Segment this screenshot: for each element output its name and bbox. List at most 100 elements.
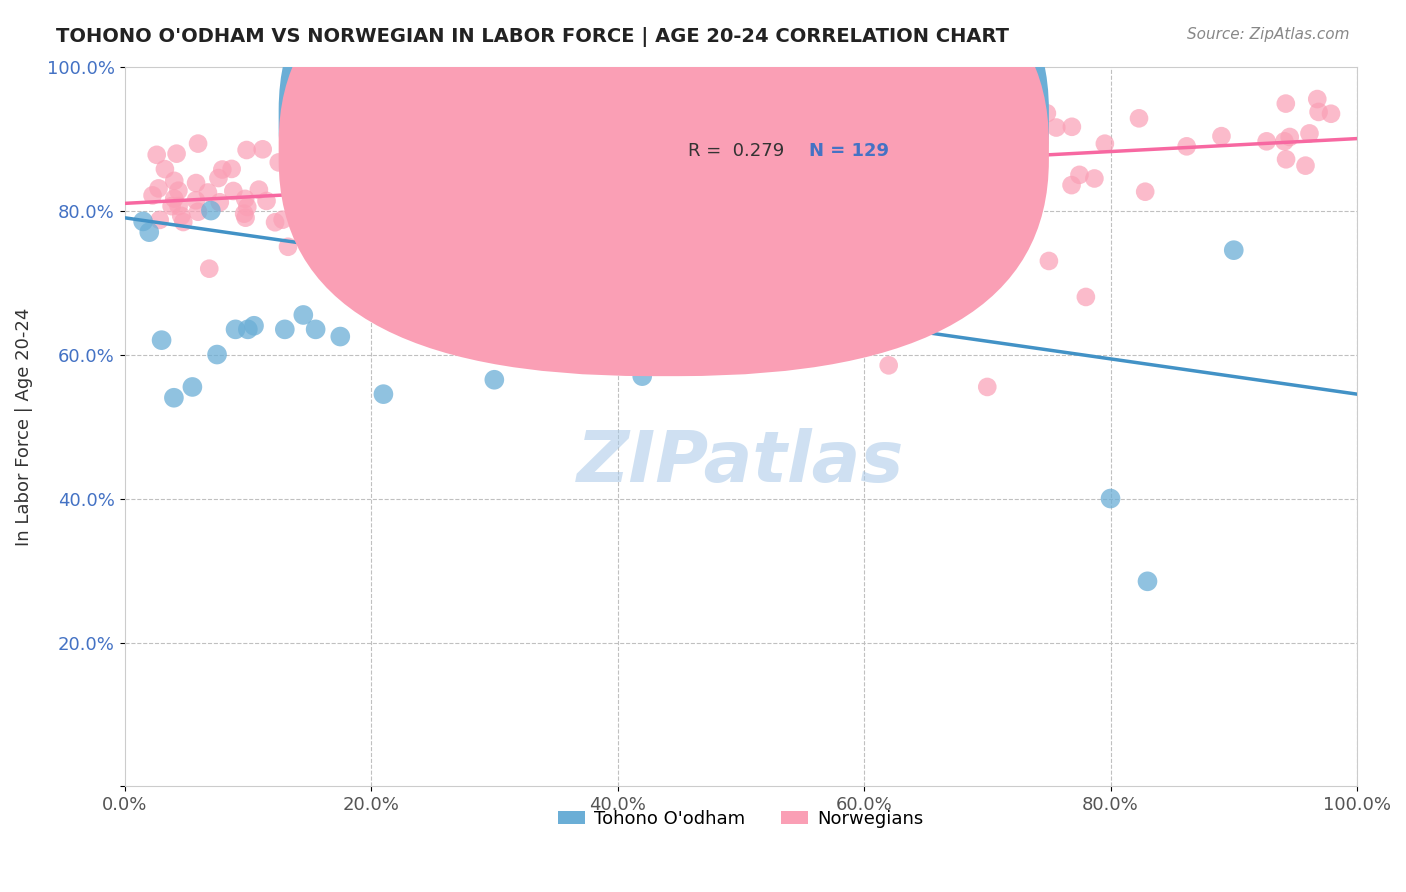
- Point: [211, 162, 233, 177]
- Point: [536, 191, 558, 205]
- Point: [1295, 159, 1317, 173]
- Point: [148, 181, 170, 195]
- Point: [264, 215, 287, 229]
- Point: [1222, 243, 1244, 257]
- Point: [976, 380, 998, 394]
- Text: R =  0.279: R = 0.279: [688, 142, 785, 160]
- Text: TOHONO O'ODHAM VS NORWEGIAN IN LABOR FORCE | AGE 20-24 CORRELATION CHART: TOHONO O'ODHAM VS NORWEGIAN IN LABOR FOR…: [56, 27, 1010, 46]
- Point: [516, 158, 538, 172]
- Point: [356, 161, 378, 176]
- Point: [138, 225, 160, 239]
- Point: [236, 200, 259, 214]
- Point: [252, 142, 274, 156]
- Point: [359, 144, 381, 158]
- Point: [150, 333, 173, 347]
- Point: [876, 127, 898, 141]
- Point: [132, 214, 155, 228]
- Point: [651, 162, 673, 177]
- Point: [780, 129, 803, 144]
- Text: N = 22: N = 22: [808, 108, 876, 126]
- Point: [837, 162, 859, 177]
- Point: [187, 204, 209, 219]
- Point: [233, 192, 256, 206]
- Point: [274, 322, 297, 336]
- Point: [292, 308, 315, 322]
- Point: [167, 184, 190, 198]
- Point: [887, 156, 910, 170]
- Point: [1298, 127, 1320, 141]
- Point: [163, 174, 186, 188]
- Point: [235, 211, 257, 225]
- Point: [221, 161, 243, 176]
- Point: [465, 208, 488, 222]
- Point: [546, 131, 568, 145]
- Point: [1136, 574, 1159, 589]
- Point: [1274, 134, 1296, 148]
- Point: [1128, 112, 1150, 126]
- Point: [247, 183, 270, 197]
- Point: [630, 150, 652, 164]
- Point: [550, 132, 572, 146]
- Point: [765, 169, 787, 183]
- Point: [1135, 185, 1157, 199]
- Point: [163, 391, 186, 405]
- Point: [578, 194, 600, 208]
- Point: [225, 322, 247, 336]
- Point: [728, 126, 751, 140]
- Point: [236, 322, 259, 336]
- Point: [1275, 153, 1298, 167]
- Point: [602, 194, 624, 208]
- Point: [153, 162, 176, 177]
- Point: [1094, 136, 1116, 151]
- Point: [394, 187, 416, 202]
- Legend: Tohono O'odham, Norwegians: Tohono O'odham, Norwegians: [551, 803, 931, 835]
- Point: [233, 207, 256, 221]
- Point: [184, 194, 207, 208]
- Point: [336, 160, 359, 174]
- Point: [451, 209, 474, 223]
- Point: [1017, 142, 1039, 156]
- Point: [554, 162, 576, 177]
- Point: [325, 220, 347, 235]
- Point: [167, 199, 190, 213]
- Point: [256, 194, 278, 208]
- Point: [1036, 106, 1059, 120]
- Point: [163, 192, 186, 206]
- Point: [160, 199, 183, 213]
- Point: [650, 186, 672, 201]
- Point: [631, 369, 654, 384]
- Text: R = -0.340: R = -0.340: [688, 108, 785, 126]
- Point: [942, 144, 965, 158]
- Point: [619, 145, 641, 160]
- Point: [616, 193, 638, 207]
- Point: [398, 201, 420, 215]
- Point: [418, 157, 440, 171]
- Point: [723, 143, 745, 157]
- FancyBboxPatch shape: [278, 0, 1049, 343]
- Point: [1175, 139, 1198, 153]
- Point: [870, 158, 893, 172]
- Point: [1045, 120, 1067, 135]
- Point: [378, 159, 401, 173]
- Point: [1306, 92, 1329, 106]
- Point: [290, 178, 312, 193]
- Point: [187, 136, 209, 151]
- Point: [1256, 134, 1278, 148]
- Point: [1211, 129, 1233, 144]
- Point: [181, 380, 204, 394]
- Point: [876, 194, 898, 208]
- Point: [502, 176, 524, 190]
- Point: [166, 146, 188, 161]
- Point: [925, 126, 948, 140]
- Point: [200, 203, 222, 218]
- Point: [1060, 120, 1083, 134]
- Point: [385, 171, 408, 186]
- Text: N = 129: N = 129: [808, 142, 889, 160]
- Point: [754, 355, 776, 369]
- Point: [271, 212, 294, 227]
- Point: [1004, 117, 1026, 131]
- Point: [814, 135, 837, 149]
- Point: [1060, 178, 1083, 193]
- Point: [312, 143, 335, 157]
- Point: [222, 184, 245, 198]
